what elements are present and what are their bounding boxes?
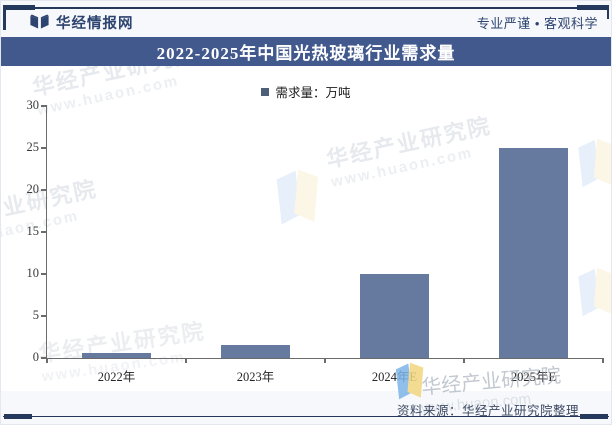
- x-axis-category-label: 2025年E: [510, 370, 557, 384]
- header-bar: 华经情报网 专业严谨 • 客观科学: [1, 9, 611, 37]
- x-axis-tick-mark: [324, 358, 326, 363]
- top-left-accent: [3, 4, 35, 10]
- y-axis-tick-label: 25: [26, 140, 40, 154]
- left-edge-accent: [3, 5, 6, 30]
- y-axis-tick-mark: [41, 105, 47, 107]
- y-axis-tick-mark: [41, 273, 47, 275]
- x-axis-tick-mark: [463, 358, 465, 363]
- huajing-book-logo-icon: [30, 14, 49, 29]
- y-axis-tick-label: 30: [26, 98, 40, 112]
- y-axis-tick-mark: [41, 315, 47, 317]
- top-right-accent: [577, 4, 609, 10]
- bar-2023年: [221, 345, 290, 358]
- plot-area: 0 5 10 15 20 25 30 2022年 2023年 2024年E 2025年E: [27, 98, 604, 384]
- y-axis-tick-label: 20: [26, 182, 40, 196]
- x-axis-tick-mark: [46, 358, 48, 363]
- y-axis-tick-mark: [41, 147, 47, 149]
- legend-swatch: [261, 87, 270, 96]
- x-axis-tick-mark: [185, 358, 187, 363]
- brand-name: 华经情报网: [56, 16, 134, 32]
- title-banner: 2022-2025年中国光热玻璃行业需求量: [1, 37, 611, 66]
- x-axis-category-label: 2023年: [236, 370, 275, 384]
- top-border-line: [3, 7, 609, 9]
- bar-2024年E: [360, 274, 429, 358]
- x-axis-category-label: 2022年: [97, 370, 136, 384]
- bottom-border-line: [3, 415, 609, 417]
- y-axis-tick-mark: [41, 189, 47, 191]
- y-axis-tick-label: 10: [26, 266, 40, 280]
- x-axis-category-label: 2024年E: [371, 370, 418, 384]
- source-note: 资料来源：华经产业研究院整理: [396, 404, 579, 418]
- chart-title: 2022-2025年中国光热玻璃行业需求量: [156, 44, 456, 63]
- y-axis-tick-label: 5: [32, 308, 39, 322]
- header-slogan: 专业严谨 • 客观科学: [476, 16, 598, 31]
- legend-label: 需求量：万吨: [275, 86, 351, 100]
- bar-2025年E: [499, 148, 568, 358]
- legend: 需求量：万吨: [1, 82, 611, 101]
- bar-2022年: [82, 352, 151, 358]
- right-edge-accent: [606, 5, 609, 19]
- bottom-left-accent: [4, 414, 32, 419]
- x-axis-tick-mark: [602, 358, 604, 363]
- y-axis-tick-mark: [41, 231, 47, 233]
- y-axis-tick-mark: [41, 357, 47, 359]
- bottom-right-accent: [580, 414, 608, 419]
- y-axis-tick-label: 15: [26, 224, 40, 238]
- y-axis-tick-label: 0: [32, 350, 39, 364]
